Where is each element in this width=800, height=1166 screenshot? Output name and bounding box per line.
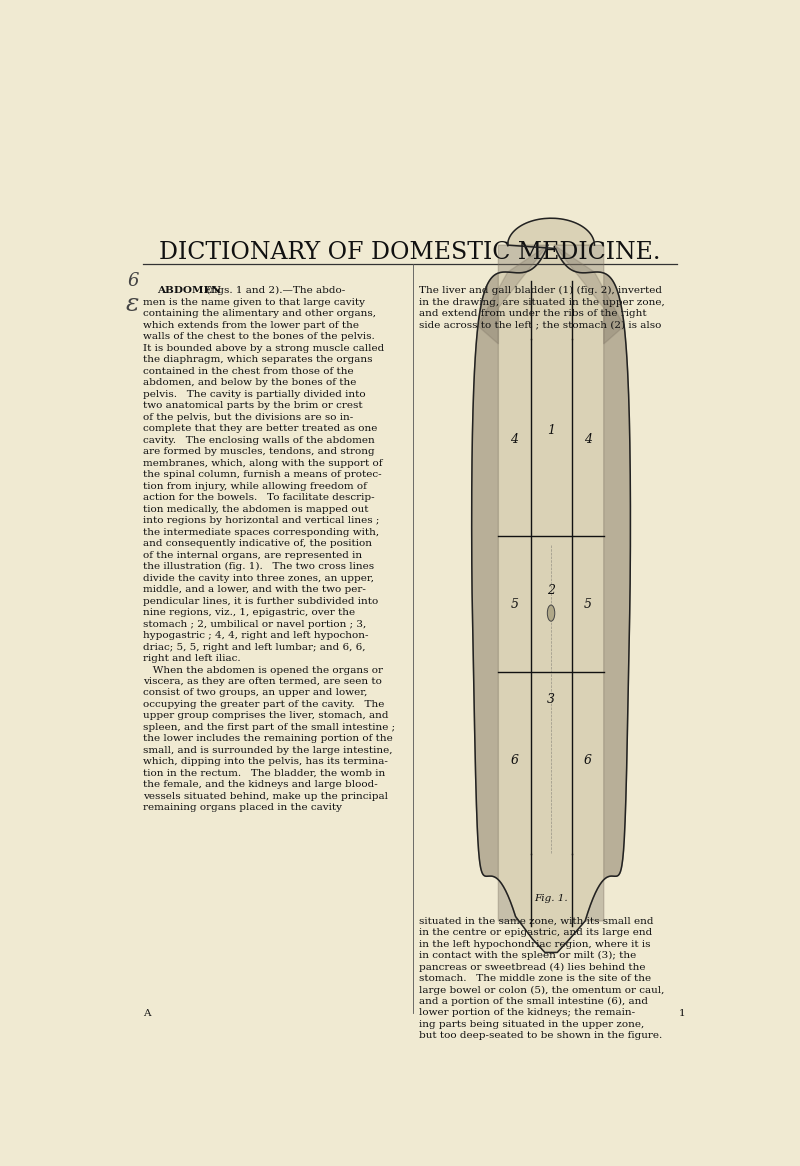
Text: ε: ε xyxy=(126,293,139,316)
Text: 4: 4 xyxy=(510,434,518,447)
Text: pelvis.   The cavity is partially divided into: pelvis. The cavity is partially divided … xyxy=(143,389,366,399)
Text: A: A xyxy=(143,1009,151,1018)
Text: It is bounded above by a strong muscle called: It is bounded above by a strong muscle c… xyxy=(143,344,385,353)
Text: containing the alimentary and other organs,: containing the alimentary and other orga… xyxy=(143,309,376,318)
Text: side across to the left ; the stomach (2) is also: side across to the left ; the stomach (2… xyxy=(419,321,662,330)
Text: are formed by muscles, tendons, and strong: are formed by muscles, tendons, and stro… xyxy=(143,447,375,456)
Text: consist of two groups, an upper and lower,: consist of two groups, an upper and lowe… xyxy=(143,688,368,697)
Text: driac; 5, 5, right and left lumbar; and 6, 6,: driac; 5, 5, right and left lumbar; and … xyxy=(143,642,366,652)
Text: ABDOMEN: ABDOMEN xyxy=(157,287,221,295)
Text: hypogastric ; 4, 4, right and left hypochon-: hypogastric ; 4, 4, right and left hypoc… xyxy=(143,631,369,640)
Text: 5: 5 xyxy=(510,598,518,611)
Text: walls of the chest to the bones of the pelvis.: walls of the chest to the bones of the p… xyxy=(143,332,375,342)
Text: 2: 2 xyxy=(547,584,555,597)
Ellipse shape xyxy=(547,605,554,621)
Text: the spinal column, furnish a means of protec-: the spinal column, furnish a means of pr… xyxy=(143,470,382,479)
Text: men is the name given to that large cavity: men is the name given to that large cavi… xyxy=(143,297,366,307)
Text: of the pelvis, but the divisions are so in-: of the pelvis, but the divisions are so … xyxy=(143,413,354,422)
Text: action for the bowels.   To facilitate descrip-: action for the bowels. To facilitate des… xyxy=(143,493,375,503)
Text: in the centre or epigastric, and its large end: in the centre or epigastric, and its lar… xyxy=(419,928,653,937)
Text: pendicular lines, it is further subdivided into: pendicular lines, it is further subdivid… xyxy=(143,597,378,605)
Text: stomach ; 2, umbilical or navel portion ; 3,: stomach ; 2, umbilical or navel portion … xyxy=(143,619,366,628)
Text: 4: 4 xyxy=(584,434,592,447)
Text: remaining organs placed in the cavity: remaining organs placed in the cavity xyxy=(143,803,342,813)
Text: ing parts being situated in the upper zone,: ing parts being situated in the upper zo… xyxy=(419,1020,645,1028)
Text: situated in the same zone, with its small end: situated in the same zone, with its smal… xyxy=(419,916,654,926)
Text: lower portion of the kidneys; the remain-: lower portion of the kidneys; the remain… xyxy=(419,1009,635,1018)
Text: membranes, which, along with the support of: membranes, which, along with the support… xyxy=(143,458,383,468)
Text: Fig. 1.: Fig. 1. xyxy=(534,894,568,904)
Text: nine regions, viz., 1, epigastric, over the: nine regions, viz., 1, epigastric, over … xyxy=(143,607,355,617)
Text: 1: 1 xyxy=(547,424,555,437)
Text: (figs. 1 and 2).—The abdo-: (figs. 1 and 2).—The abdo- xyxy=(203,287,345,295)
Text: tion from injury, while allowing freedom of: tion from injury, while allowing freedom… xyxy=(143,482,367,491)
Text: and extend from under the ribs of the right: and extend from under the ribs of the ri… xyxy=(419,309,647,318)
Text: in contact with the spleen or milt (3); the: in contact with the spleen or milt (3); … xyxy=(419,951,637,960)
Text: the diaphragm, which separates the organs: the diaphragm, which separates the organ… xyxy=(143,356,373,364)
Text: 6: 6 xyxy=(510,754,518,767)
Text: contained in the chest from those of the: contained in the chest from those of the xyxy=(143,367,354,375)
Text: tion in the rectum.   The bladder, the womb in: tion in the rectum. The bladder, the wom… xyxy=(143,768,386,778)
Text: stomach.   The middle zone is the site of the: stomach. The middle zone is the site of … xyxy=(419,974,651,983)
Text: divide the cavity into three zones, an upper,: divide the cavity into three zones, an u… xyxy=(143,574,374,583)
Text: the lower includes the remaining portion of the: the lower includes the remaining portion… xyxy=(143,735,393,744)
Text: tion medically, the abdomen is mapped out: tion medically, the abdomen is mapped ou… xyxy=(143,505,369,513)
Text: the female, and the kidneys and large blood-: the female, and the kidneys and large bl… xyxy=(143,780,378,789)
Text: 6: 6 xyxy=(127,272,138,290)
Text: cavity.   The enclosing walls of the abdomen: cavity. The enclosing walls of the abdom… xyxy=(143,436,375,444)
Polygon shape xyxy=(472,218,630,953)
Text: into regions by horizontal and vertical lines ;: into regions by horizontal and vertical … xyxy=(143,517,380,525)
Polygon shape xyxy=(554,245,624,344)
Text: the intermediate spaces corresponding with,: the intermediate spaces corresponding wi… xyxy=(143,527,379,536)
Text: The liver and gall bladder (1) (fig. 2), inverted: The liver and gall bladder (1) (fig. 2),… xyxy=(419,287,662,295)
Text: and consequently indicative of, the position: and consequently indicative of, the posi… xyxy=(143,539,372,548)
Text: vessels situated behind, make up the principal: vessels situated behind, make up the pri… xyxy=(143,792,389,801)
Text: of the internal organs, are represented in: of the internal organs, are represented … xyxy=(143,550,362,560)
Text: DICTIONARY OF DOMESTIC MEDICINE.: DICTIONARY OF DOMESTIC MEDICINE. xyxy=(159,240,661,264)
Text: and a portion of the small intestine (6), and: and a portion of the small intestine (6)… xyxy=(419,997,648,1006)
Text: viscera, as they are often termed, are seen to: viscera, as they are often termed, are s… xyxy=(143,677,382,686)
Polygon shape xyxy=(554,245,630,921)
Text: which extends from the lower part of the: which extends from the lower part of the xyxy=(143,321,359,330)
Text: 5: 5 xyxy=(584,598,592,611)
Text: in the drawing, are situated in the upper zone,: in the drawing, are situated in the uppe… xyxy=(419,297,665,307)
Polygon shape xyxy=(472,245,548,921)
Polygon shape xyxy=(478,245,548,344)
Text: middle, and a lower, and with the two per-: middle, and a lower, and with the two pe… xyxy=(143,585,366,593)
Text: spleen, and the first part of the small intestine ;: spleen, and the first part of the small … xyxy=(143,723,395,732)
Text: the illustration (fig. 1).   The two cross lines: the illustration (fig. 1). The two cross… xyxy=(143,562,374,571)
Text: abdomen, and below by the bones of the: abdomen, and below by the bones of the xyxy=(143,378,357,387)
Text: large bowel or colon (5), the omentum or caul,: large bowel or colon (5), the omentum or… xyxy=(419,985,665,995)
Text: pancreas or sweetbread (4) lies behind the: pancreas or sweetbread (4) lies behind t… xyxy=(419,962,646,971)
Text: complete that they are better treated as one: complete that they are better treated as… xyxy=(143,424,378,434)
Text: When the abdomen is opened the organs or: When the abdomen is opened the organs or xyxy=(143,666,383,674)
Text: but too deep-seated to be shown in the figure.: but too deep-seated to be shown in the f… xyxy=(419,1032,662,1040)
Text: 1: 1 xyxy=(679,1009,686,1018)
Text: 6: 6 xyxy=(584,754,592,767)
Text: two anatomical parts by the brim or crest: two anatomical parts by the brim or cres… xyxy=(143,401,363,410)
Text: upper group comprises the liver, stomach, and: upper group comprises the liver, stomach… xyxy=(143,711,389,721)
Text: 3: 3 xyxy=(547,693,555,705)
Text: occupying the greater part of the cavity.   The: occupying the greater part of the cavity… xyxy=(143,700,385,709)
Text: in the left hypochondriac region, where it is: in the left hypochondriac region, where … xyxy=(419,940,651,948)
Text: small, and is surrounded by the large intestine,: small, and is surrounded by the large in… xyxy=(143,746,393,754)
Text: which, dipping into the pelvis, has its termina-: which, dipping into the pelvis, has its … xyxy=(143,758,388,766)
Text: right and left iliac.: right and left iliac. xyxy=(143,654,241,663)
